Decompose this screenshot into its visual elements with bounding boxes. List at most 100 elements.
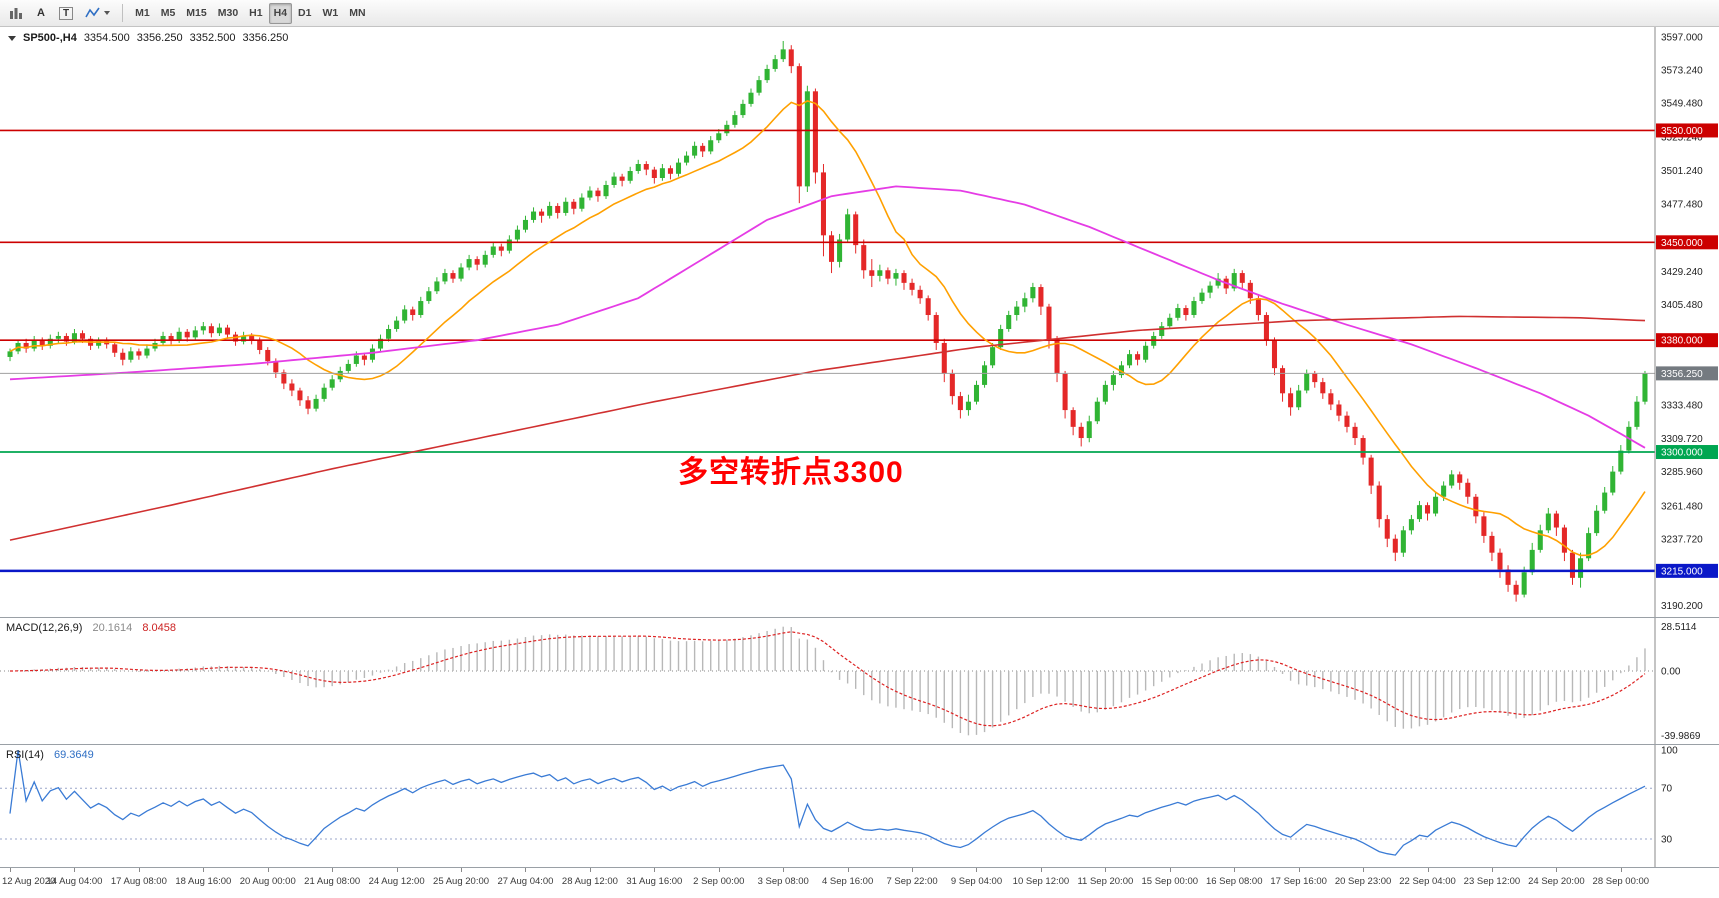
time-axis-label: 22 Sep 04:00 bbox=[1399, 876, 1456, 887]
price-tag-3215.000: 3215.000 bbox=[1656, 563, 1718, 578]
timeframe-button-m30[interactable]: M30 bbox=[213, 3, 243, 24]
macd-name: MACD(12,26,9) bbox=[6, 622, 83, 634]
svg-text:30: 30 bbox=[1661, 835, 1673, 846]
time-scale[interactable]: 12 Aug 2020 14 Aug 04:00 17 Aug 08:00 18 Au… bbox=[0, 867, 1719, 898]
svg-text:3549.480: 3549.480 bbox=[1661, 99, 1703, 110]
timeframe-button-mn[interactable]: MN bbox=[344, 3, 370, 24]
macd-axis-labels: 28.5114 0.00 -39.9869 bbox=[1661, 622, 1701, 742]
chart-bars-icon bbox=[10, 8, 22, 19]
rsi-line bbox=[9, 749, 1646, 856]
svg-text:3215.000: 3215.000 bbox=[1661, 566, 1703, 577]
time-axis-label: 4 Sep 16:00 bbox=[822, 876, 874, 887]
rsi-canvas[interactable]: 100 70 30 bbox=[0, 745, 1719, 867]
svg-text:3285.960: 3285.960 bbox=[1661, 467, 1703, 478]
candles-layer bbox=[7, 40, 1648, 602]
main-chart-panel[interactable]: SP500-,H4 3354.500 3356.250 3352.500 335… bbox=[0, 27, 1719, 617]
svg-text:3190.200: 3190.200 bbox=[1661, 601, 1703, 612]
macd-signal-value: 8.0458 bbox=[142, 622, 176, 634]
time-tick bbox=[525, 868, 527, 872]
price-tag-3530.000: 3530.000 bbox=[1656, 123, 1718, 138]
text-annotation-button[interactable]: A bbox=[30, 3, 52, 24]
timeframe-button-m15[interactable]: M15 bbox=[181, 3, 211, 24]
time-tick bbox=[589, 868, 591, 872]
timeframe-button-m1[interactable]: M1 bbox=[130, 3, 155, 24]
svg-text:100: 100 bbox=[1661, 746, 1678, 757]
time-tick bbox=[138, 868, 140, 872]
time-axis-label: 21 Aug 08:00 bbox=[304, 876, 361, 887]
rsi-name: RSI(14) bbox=[6, 749, 44, 761]
time-axis-label: 17 Sep 16:00 bbox=[1270, 876, 1327, 887]
time-tick bbox=[1620, 868, 1622, 872]
svg-text:3405.480: 3405.480 bbox=[1661, 300, 1703, 311]
macd-value: 20.1614 bbox=[92, 622, 133, 634]
svg-text:0.00: 0.00 bbox=[1661, 667, 1681, 678]
time-axis-label: 3 Sep 08:00 bbox=[757, 876, 809, 887]
time-axis-label: 20 Aug 00:00 bbox=[239, 876, 296, 887]
shape-tool-button[interactable]: T bbox=[54, 3, 78, 24]
expand-triangle-icon[interactable] bbox=[8, 35, 16, 41]
ma-slow-line bbox=[9, 315, 1646, 541]
svg-text:3477.480: 3477.480 bbox=[1661, 199, 1703, 210]
toolbar-separator bbox=[122, 4, 124, 22]
letter-t-icon: T bbox=[59, 6, 74, 20]
time-axis-label: 16 Sep 08:00 bbox=[1205, 876, 1263, 887]
time-axis-label: 28 Sep 00:00 bbox=[1592, 876, 1650, 887]
time-tick bbox=[203, 868, 205, 872]
time-axis-label: 27 Aug 04:00 bbox=[497, 876, 554, 887]
symbol-period-label: SP500-,H4 bbox=[23, 32, 77, 44]
macd-canvas[interactable]: 28.5114 0.00 -39.9869 bbox=[0, 618, 1719, 744]
time-tick bbox=[1169, 868, 1171, 872]
rsi-label: RSI(14) 69.3649 bbox=[6, 749, 94, 761]
svg-text:28.5114: 28.5114 bbox=[1661, 622, 1697, 633]
timeframe-button-d1[interactable]: D1 bbox=[293, 3, 316, 24]
time-axis-label: 2 Sep 00:00 bbox=[693, 876, 745, 887]
rsi-axis-labels: 100 70 30 bbox=[1661, 746, 1678, 846]
main-chart-canvas[interactable]: 3597.000 3573.240 3549.480 3525.240 3501.240… bbox=[0, 27, 1719, 617]
svg-text:3309.720: 3309.720 bbox=[1661, 434, 1703, 445]
svg-text:3597.000: 3597.000 bbox=[1661, 32, 1703, 43]
svg-text:3380.000: 3380.000 bbox=[1661, 336, 1703, 347]
time-tick bbox=[1234, 868, 1236, 872]
time-axis-label: 7 Sep 22:00 bbox=[886, 876, 938, 887]
price-tag-3380.000: 3380.000 bbox=[1656, 333, 1718, 348]
price-tag-3300.000: 3300.000 bbox=[1656, 445, 1718, 460]
ma-fast-line bbox=[9, 100, 1646, 557]
ohlc-close: 3356.250 bbox=[242, 32, 289, 44]
timeframe-button-w1[interactable]: W1 bbox=[317, 3, 343, 24]
time-axis-label: 11 Sep 20:00 bbox=[1077, 876, 1134, 887]
time-axis-label: 14 Aug 04:00 bbox=[46, 876, 103, 887]
timeframe-button-group: M1 M5 M15 M30 H1 H4 D1 W1 MN bbox=[130, 2, 370, 24]
chart-bars-icon-button[interactable] bbox=[4, 3, 28, 24]
macd-label: MACD(12,26,9) 20.1614 8.0458 bbox=[6, 622, 176, 634]
time-tick bbox=[1491, 868, 1493, 872]
indicator-dropdown-button[interactable] bbox=[80, 3, 115, 24]
svg-text:70: 70 bbox=[1661, 784, 1673, 795]
ohlc-high: 3356.250 bbox=[136, 32, 183, 44]
svg-text:3429.240: 3429.240 bbox=[1661, 267, 1703, 278]
time-axis-label: 12 Aug 2020 bbox=[2, 876, 56, 887]
time-axis-label: 20 Sep 23:00 bbox=[1334, 876, 1392, 887]
letter-a-icon: A bbox=[37, 7, 45, 19]
price-tag-3450.000: 3450.000 bbox=[1656, 235, 1718, 250]
macd-panel[interactable]: MACD(12,26,9) 20.1614 8.0458 28.5114 0.00… bbox=[0, 617, 1719, 744]
time-axis-label: 25 Aug 20:00 bbox=[433, 876, 490, 887]
timeframe-button-h1[interactable]: H1 bbox=[244, 3, 267, 24]
time-tick bbox=[396, 868, 398, 872]
time-tick bbox=[1105, 868, 1107, 872]
time-axis-label: 9 Sep 04:00 bbox=[950, 876, 1003, 887]
rsi-panel[interactable]: RSI(14) 69.3649 100 70 30 bbox=[0, 744, 1719, 867]
svg-text:3300.000: 3300.000 bbox=[1661, 448, 1703, 459]
time-tick bbox=[654, 868, 656, 872]
time-tick bbox=[74, 868, 76, 872]
svg-text:3237.720: 3237.720 bbox=[1661, 535, 1703, 546]
rsi-value: 69.3649 bbox=[53, 749, 94, 761]
timeframe-button-h4[interactable]: H4 bbox=[268, 2, 293, 24]
timeframe-button-m5[interactable]: M5 bbox=[156, 3, 181, 24]
annotation-text[interactable]: 多空转折点3300 bbox=[678, 456, 904, 489]
time-tick bbox=[976, 868, 978, 872]
chart-title: SP500-,H4 3354.500 3356.250 3352.500 335… bbox=[8, 32, 288, 44]
price-axis-labels: 3597.000 3573.240 3549.480 3525.240 3501.240… bbox=[1661, 32, 1703, 612]
time-tick bbox=[847, 868, 849, 872]
time-tick bbox=[718, 868, 720, 872]
time-tick bbox=[912, 868, 914, 872]
